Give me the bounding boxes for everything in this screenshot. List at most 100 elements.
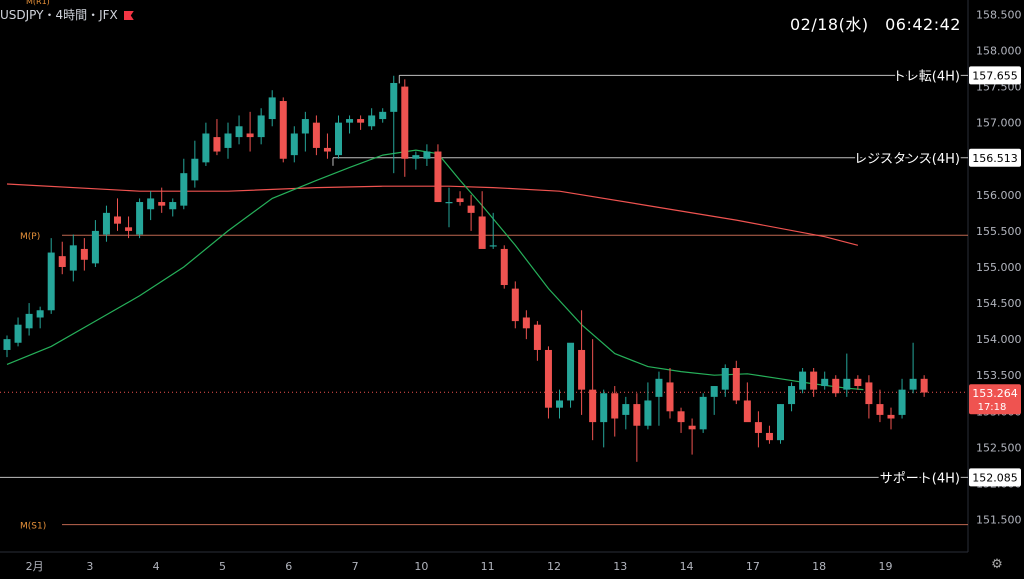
candle [821,371,829,390]
candle [666,368,674,419]
candle [390,75,398,174]
candle [721,364,729,397]
candle-body [633,404,641,426]
candle [898,378,906,419]
candlesticks [3,75,928,462]
gear-icon[interactable]: ⚙ [991,557,1003,572]
price-axis[interactable]: 158.500158.000157.500157.000156.500156.0… [976,8,1022,526]
candle-body [699,396,707,430]
candle [158,187,166,213]
candle [91,220,99,267]
pivot-label-top: M(R1) [26,0,50,6]
candle [544,346,552,419]
symbol-header[interactable]: USDJPY・4時間・JFX [0,6,134,23]
candle-body [920,378,928,393]
candle-body [224,133,232,148]
candle-body [445,202,453,204]
candle [357,115,365,130]
candle [246,111,254,152]
ema-short-line [6,183,859,246]
candle-body [346,119,354,123]
candle [799,368,807,394]
candle [290,126,298,163]
candle [434,144,442,203]
candle [754,411,762,448]
candle-body [114,216,121,224]
candle [224,122,232,159]
candle-body [102,212,110,235]
pivot-lines: M(P) M(S1) M(R1) [20,0,968,532]
candle [611,386,619,437]
time-tick-label: 13 [613,560,627,573]
candle-body [158,202,166,206]
time-tick-label: 10 [414,560,428,573]
candle [335,115,342,159]
time-tick-label: 5 [219,560,226,573]
ema-long-line [6,149,864,391]
level-price-value: 152.085 [972,471,1018,484]
candle [467,194,475,231]
candle [169,198,177,217]
price-tick-label: 156.000 [976,189,1022,202]
candle-body [909,378,917,390]
candle-body [567,342,575,401]
candle [500,245,508,289]
candle-body [401,86,409,159]
candle [909,342,917,394]
candle [810,368,818,397]
candle-body [600,393,608,423]
candle-body [765,432,773,441]
time-tick-label: 7 [352,560,359,573]
candle [511,281,519,329]
candle-body [611,393,619,419]
candle-body [832,378,840,394]
candle [832,375,840,397]
candle [25,303,33,336]
candle-body [854,378,862,387]
candle-body [58,256,66,267]
candle [865,375,873,419]
time-tick-label: 12 [547,560,561,573]
horizontal-lines: トレ転(4H) レジスタンス(4H) サポート(4H) [0,67,968,488]
level-price-badge [969,148,1021,167]
candle-body [323,147,331,152]
time-tick-label: 4 [153,560,160,573]
candle-body [456,198,464,203]
candle-body [91,230,99,264]
candle-body [677,411,685,423]
candle [136,198,144,239]
candle-body [489,245,497,247]
candle-body [246,133,254,138]
time-tick-label: 19 [878,560,892,573]
time-axis[interactable]: 2月 3 4 5 6 7 10 11 12 13 14 17 18 19 [26,560,893,573]
candle-body [754,422,762,433]
candle [533,321,541,361]
candle-body [268,97,276,120]
time-tick-label: 18 [812,560,826,573]
candle [688,418,696,455]
candle-body [335,122,342,156]
candle-body [556,400,563,408]
candle [279,97,287,163]
time-tick-label: 2月 [26,560,44,573]
price-badges: 157.655 156.513 152.085 153.264 17:18 [969,66,1021,487]
price-tick-label: 157.000 [976,117,1022,130]
candle-body [511,288,519,322]
candle [920,375,928,397]
price-tick-label: 152.500 [976,441,1022,454]
candle [478,191,486,249]
price-tick-label: 158.500 [976,8,1022,21]
candle-body [655,378,663,397]
candle [732,360,740,405]
candle-body [810,371,818,390]
flag-icon[interactable] [123,11,134,20]
candle-body [290,133,298,156]
candle-body [301,119,309,134]
candle [489,212,497,249]
level-price-badge [969,66,1021,85]
candle-body [412,155,420,159]
candle [699,393,707,433]
candle-body [821,378,829,387]
candle-body [500,248,508,286]
